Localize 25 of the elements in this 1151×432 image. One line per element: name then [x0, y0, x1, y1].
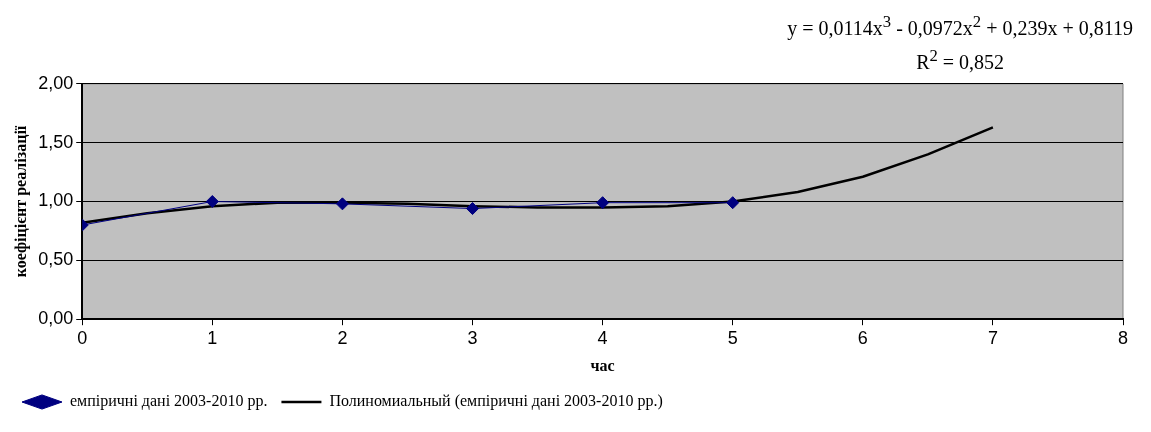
- y-tick-label: 2,00: [38, 72, 74, 93]
- y-tick-label: 0,50: [38, 249, 74, 270]
- y-axis-title: коефіцієнт реалізації: [11, 125, 30, 278]
- legend-label: Полиномиальный (емпіричні дані 2003-2010 рр.): [329, 392, 663, 411]
- point: [335, 197, 349, 211]
- x-tick-label: 2: [337, 327, 348, 348]
- x-tick-label: 6: [857, 327, 868, 348]
- y-tick-label: 1,00: [38, 190, 74, 211]
- y-tick-label: 0,00: [38, 308, 74, 329]
- legend-label: емпіричні дані 2003-2010 рр.: [70, 392, 268, 411]
- x-tick-label: 8: [1117, 327, 1129, 348]
- point: [466, 202, 480, 216]
- x-tick-label: 0: [77, 327, 88, 348]
- x-tick-label: 3: [467, 327, 478, 348]
- x-tick-label: 7: [987, 327, 998, 348]
- text: y = 0,0114x$^{3}$ - 0,0972x$^{2}$ + 0,239x + 0,8119: [787, 11, 1133, 42]
- y-tick-label: 1,50: [38, 131, 74, 152]
- x-tick-label: 4: [597, 327, 608, 348]
- point: [205, 195, 219, 208]
- point: [596, 196, 610, 210]
- x-tick-label: 5: [727, 327, 738, 348]
- text: R$^{2}$ = 0,852: [915, 44, 1006, 75]
- point: [726, 196, 740, 210]
- x-axis-title: час: [590, 356, 615, 374]
- x-tick-label: 1: [207, 327, 218, 348]
